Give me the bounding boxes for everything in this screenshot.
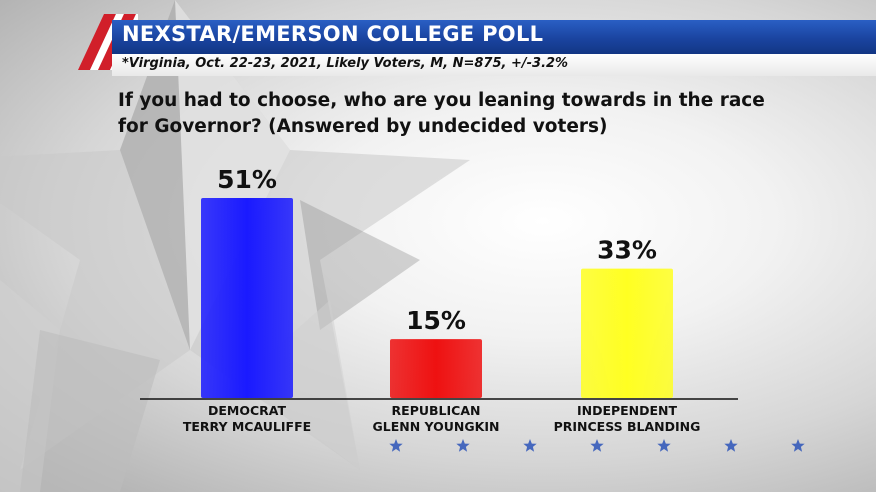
header-banner: NEXSTAR/EMERSON COLLEGE POLL *Virginia, … (78, 14, 876, 76)
star-icon (389, 439, 403, 452)
category-label-0-1: TERRY MCAULIFFE (183, 419, 311, 434)
decorative-stars (389, 439, 805, 452)
question-text: If you had to choose, who are you leanin… (118, 90, 765, 137)
star-icon (724, 439, 738, 452)
category-label-2-0: INDEPENDENT (577, 403, 678, 418)
category-label-1-0: REPUBLICAN (392, 403, 481, 418)
bar-1 (390, 339, 482, 398)
category-label-0-0: DEMOCRAT (208, 403, 286, 418)
category-label-1-1: GLENN YOUNGKIN (373, 419, 500, 434)
value-label-2: 33% (597, 236, 657, 265)
bar-2 (581, 268, 673, 398)
star-icon (791, 439, 805, 452)
star-icon (590, 439, 604, 452)
value-label-0: 51% (217, 165, 277, 194)
subtitle-bar (112, 54, 876, 76)
poll-title: NEXSTAR/EMERSON COLLEGE POLL (122, 22, 544, 46)
star-icon (523, 439, 537, 452)
category-label-2-1: PRINCESS BLANDING (554, 419, 701, 434)
bar-0 (201, 198, 293, 398)
poll-subtitle: *Virginia, Oct. 22-23, 2021, Likely Vote… (122, 56, 569, 71)
star-icon (456, 439, 470, 452)
star-icon (657, 439, 671, 452)
value-label-1: 15% (406, 306, 466, 335)
title-bar (112, 20, 876, 54)
